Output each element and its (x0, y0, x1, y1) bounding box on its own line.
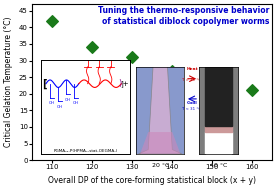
Text: Tuning the thermo-responsive behavior
of statistical diblock copolymer worms: Tuning the thermo-responsive behavior of… (98, 6, 269, 26)
Y-axis label: Critical Gelation Temperature (°C): Critical Gelation Temperature (°C) (4, 17, 13, 147)
Point (250, 89, 254, 92)
X-axis label: Overall DP of the core-forming statistical block (x + y): Overall DP of the core-forming statistic… (48, 176, 256, 185)
Point (170, 69, 174, 72)
Point (90, 46, 94, 49)
Point (50, 19, 54, 22)
Point (210, 76, 214, 79)
Point (130, 56, 134, 59)
